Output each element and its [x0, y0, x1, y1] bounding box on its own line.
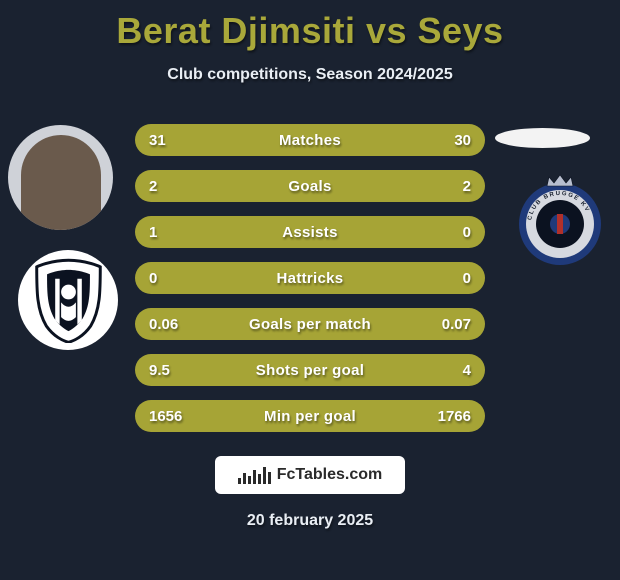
stat-value-left: 9.5: [149, 362, 170, 379]
bar-icon-segment: [268, 472, 271, 484]
stat-value-left: 2: [149, 178, 157, 195]
stat-value-left: 31: [149, 132, 166, 149]
crown-icon: [545, 174, 575, 188]
stat-row: 9.5 Shots per goal 4: [135, 354, 485, 386]
stat-label: Hattricks: [277, 270, 344, 287]
date-text: 20 february 2025: [0, 512, 620, 530]
stat-row: 2 Goals 2: [135, 170, 485, 202]
club-right-crest: CLUB BRUGGE KV: [518, 176, 602, 266]
player-left-avatar: [8, 125, 113, 230]
bar-icon-segment: [253, 470, 256, 484]
subtitle: Club competitions, Season 2024/2025: [0, 66, 620, 84]
stat-label: Shots per goal: [256, 362, 364, 379]
stat-label: Matches: [279, 132, 341, 149]
bar-icon-segment: [248, 476, 251, 484]
stat-value-right: 0.07: [442, 316, 471, 333]
stat-label: Goals per match: [249, 316, 371, 333]
bar-icon-segment: [238, 478, 241, 484]
stat-row: 0.06 Goals per match 0.07: [135, 308, 485, 340]
fctables-badge[interactable]: FcTables.com: [215, 456, 405, 494]
stat-value-right: 4: [463, 362, 471, 379]
page-title: Berat Djimsiti vs Seys: [0, 0, 620, 52]
stat-row: 0 Hattricks 0: [135, 262, 485, 294]
stat-value-left: 0.06: [149, 316, 178, 333]
stat-value-left: 0: [149, 270, 157, 287]
stat-value-left: 1656: [149, 408, 182, 425]
bar-icon-segment: [258, 474, 261, 484]
atalanta-crest-icon: [31, 258, 106, 343]
bar-icon-segment: [263, 467, 266, 484]
player-left-silhouette-icon: [21, 135, 101, 230]
stat-value-right: 0: [463, 224, 471, 241]
stat-value-right: 1766: [438, 408, 471, 425]
stat-value-left: 1: [149, 224, 157, 241]
stat-value-right: 2: [463, 178, 471, 195]
stats-container: 31 Matches 30 2 Goals 2 1 Assists 0 0 Hattricks 0 0.…: [135, 124, 485, 432]
stat-label: Min per goal: [264, 408, 356, 425]
stat-label: Goals: [288, 178, 331, 195]
stat-row: 1656 Min per goal 1766: [135, 400, 485, 432]
fctables-bars-icon: [238, 466, 271, 484]
stat-label: Assists: [282, 224, 337, 241]
stat-value-right: 0: [463, 270, 471, 287]
stat-row: 31 Matches 30: [135, 124, 485, 156]
stat-row: 1 Assists 0: [135, 216, 485, 248]
player-right-avatar: [495, 128, 590, 148]
stat-value-right: 30: [454, 132, 471, 149]
club-left-crest: [18, 250, 118, 350]
fctables-label: FcTables.com: [277, 466, 383, 484]
brugge-disc-icon: CLUB BRUGGE KV: [518, 182, 602, 266]
bar-icon-segment: [243, 473, 246, 484]
